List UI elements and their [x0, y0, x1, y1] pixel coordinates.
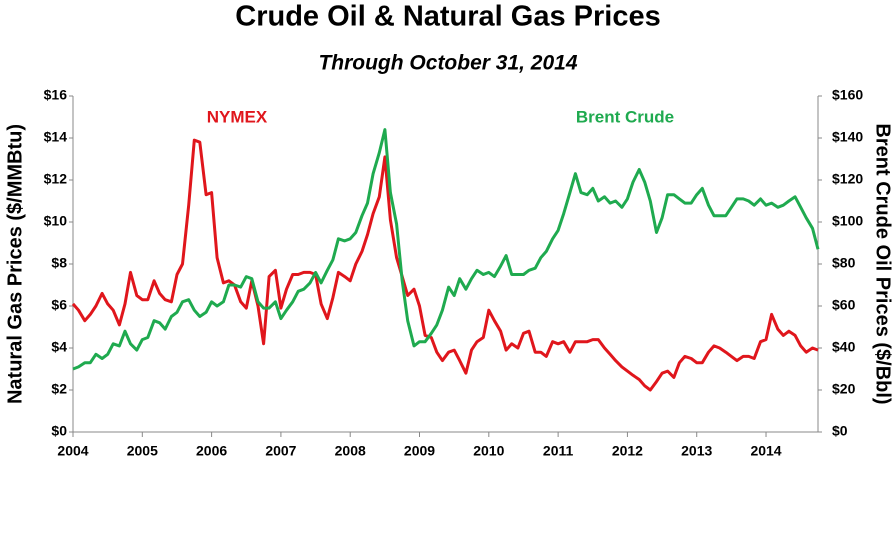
y-tick-label: $2: [51, 381, 67, 397]
y2-tick-label: $80: [832, 255, 856, 271]
series-line: [72, 128, 820, 371]
y2-tick-label: $160: [832, 87, 863, 103]
x-tick-label: 2004: [57, 443, 88, 459]
y2-tick-label: $40: [832, 339, 856, 355]
y2-tick-label: $120: [832, 171, 863, 187]
x-tick-label: 2011: [543, 443, 574, 459]
series-label: NYMEX: [207, 107, 268, 126]
y2-tick-label: $20: [832, 381, 856, 397]
y-axis-label: Natural Gas Prices ($/MMBtu): [4, 124, 26, 404]
x-tick-label: 2012: [612, 443, 643, 459]
y-tick-label: $16: [44, 87, 68, 103]
y-tick-label: $12: [44, 171, 68, 187]
x-tick-label: 2008: [335, 443, 366, 459]
y2-tick-label: $60: [832, 297, 856, 313]
x-tick-label: 2010: [473, 443, 504, 459]
x-tick-label: 2013: [681, 443, 712, 459]
series-line: [71, 138, 819, 392]
y-tick-label: $0: [51, 423, 67, 439]
y-tick-label: $10: [44, 213, 68, 229]
y2-axis-label: Brent Crude Oil Prices ($/Bbl): [872, 123, 894, 404]
y2-tick-label: $0: [832, 423, 848, 439]
x-tick-label: 2007: [265, 443, 296, 459]
y-tick-label: $8: [51, 255, 67, 271]
y2-tick-label: $140: [832, 129, 863, 145]
x-tick-label: 2005: [127, 443, 158, 459]
y-tick-label: $14: [44, 129, 68, 145]
y2-tick-label: $100: [832, 213, 863, 229]
chart-subtitle: Through October 31, 2014: [318, 52, 577, 75]
y-tick-label: $4: [51, 339, 67, 355]
x-tick-label: 2009: [404, 443, 435, 459]
x-tick-label: 2014: [750, 443, 781, 459]
series-label: Brent Crude: [576, 107, 674, 126]
y-tick-label: $6: [51, 297, 67, 313]
chart-title: Crude Oil & Natural Gas Prices: [235, 1, 660, 33]
x-tick-label: 2006: [196, 443, 227, 459]
